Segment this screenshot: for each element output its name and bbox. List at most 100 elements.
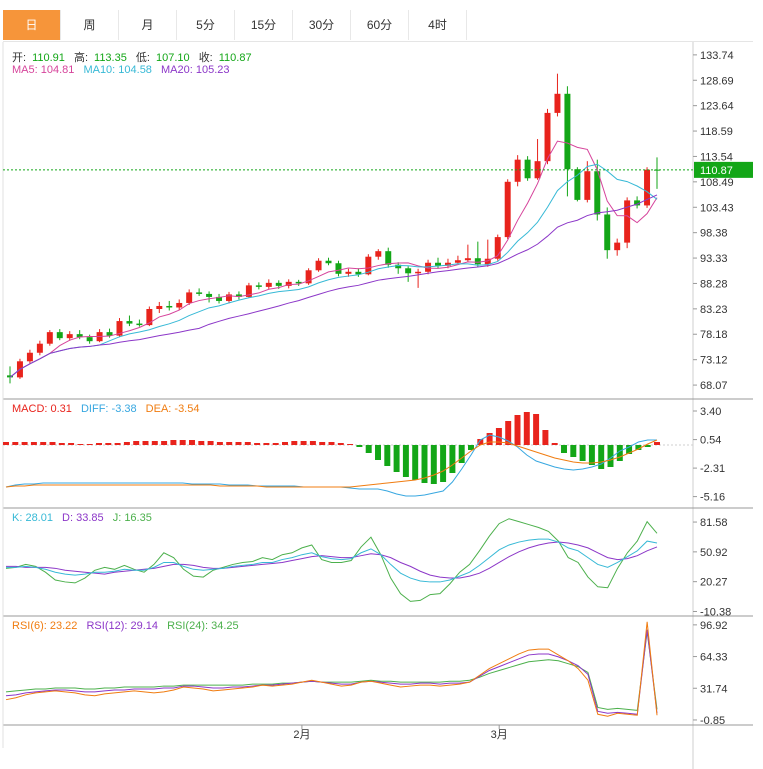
ma5-line [9,140,658,378]
rsi24-legend: RSI(24): 34.25 [167,620,239,632]
dea-legend: DEA: -3.54 [145,403,200,415]
macd-bar [421,445,428,483]
dea-line [5,439,658,488]
candle-body [216,296,223,301]
candle-body [604,214,611,251]
macd-bar [347,444,354,445]
price-axis-tick-label: 73.12 [700,355,728,367]
ma20-line [9,194,658,378]
macd-axis-tick-label: -2.31 [700,463,725,475]
x-axis-label: 2月 [293,729,310,741]
tab-2[interactable]: 月 [119,10,177,40]
k-legend: K: 28.01 [12,512,53,524]
candle-body [415,271,422,274]
candle-body [504,181,511,238]
candle-body [106,332,113,336]
kdj-axis-tick-label: 81.58 [700,517,728,529]
macd-bar [207,441,214,445]
macd-bar [477,439,484,445]
macd-bar [561,445,567,453]
macd-bar [49,442,56,445]
candle-body [116,321,123,336]
macd-bar [282,442,288,445]
macd-bar [542,430,549,445]
price-axis-tick-label: 128.69 [700,75,734,87]
tab-4[interactable]: 15分 [235,10,293,40]
kdj-axis-tick-label: -10.38 [700,606,731,618]
candle-body [255,285,262,287]
price-axis-tick-label: 68.07 [700,380,728,392]
tab-1[interactable]: 周 [61,10,119,40]
candle-body [444,262,451,266]
candle-body [454,260,461,263]
candle-body [305,270,312,284]
candle-body [26,352,33,362]
price-axis-tick-label: 103.43 [700,202,734,214]
macd-bar [440,445,447,482]
macd-bar [607,445,614,467]
candle-body [345,271,352,274]
macd-legend-value: MACD: 0.31 [12,403,72,415]
tab-7[interactable]: 4时 [409,10,467,40]
candle-body [385,251,392,265]
macd-bar [300,441,307,445]
last-price-tag-text: 110.87 [700,165,733,177]
candle-body [435,262,442,266]
rsi12-legend: RSI(12): 29.14 [86,620,159,632]
macd-bar [505,421,512,445]
macd-bar [151,441,158,445]
price-axis-tick-label: 133.74 [700,50,734,62]
macd-bar [551,443,558,445]
candle-body [474,258,481,265]
candle-body [206,293,213,297]
macd-bar [68,443,75,445]
ma20-legend: MA20: 105.23 [161,64,230,76]
macd-axis-tick-label: 3.40 [700,406,721,418]
x-axis-label: 3月 [491,729,508,741]
rsi-axis-tick-label: -0.85 [700,715,725,727]
macd-bar [570,445,577,457]
candle-body [136,323,143,326]
tab-0[interactable]: 日 [3,10,61,40]
low-value: 107.10 [155,52,190,64]
stock-chart[interactable]: 133.74 128.69 123.64 118.59 113.54 108.49 103.… [0,42,763,769]
candle-body [86,337,93,342]
rsi24-line [5,631,658,711]
price-axis-tick-label: 93.33 [700,253,728,265]
candle-body [265,282,272,287]
price-axis-tick-label: 83.23 [700,304,728,316]
d-line [6,541,658,579]
open-label: 开: [12,52,27,64]
macd-bar [105,443,112,445]
last-price-tag [694,161,753,178]
candle-body [634,200,641,206]
candle-body [574,169,581,200]
candle-body [186,292,193,303]
macd-bar [458,445,465,463]
candle-body [7,375,13,378]
candle-body [514,159,521,182]
rsi12-line [5,629,658,715]
close-value: 110.87 [218,52,252,64]
macd-bar [486,433,493,445]
macd-bar [179,440,186,445]
macd-bar [263,443,270,445]
candle-body [584,171,591,200]
macd-bar [30,442,37,445]
macd-bar [337,443,344,445]
candle-body [56,332,63,339]
k-line [6,538,658,583]
tab-5[interactable]: 30分 [293,10,351,40]
price-axis-tick-label: 113.54 [700,151,733,163]
macd-bar [319,442,326,445]
macd-axis-tick-label: 0.54 [700,435,721,447]
macd-bar [77,444,84,445]
price-axis-tick-label: 123.64 [700,101,734,113]
macd-bar [523,412,530,445]
macd-bar [328,442,335,445]
tab-3[interactable]: 5分 [177,10,235,40]
macd-bar [161,441,168,445]
macd-bar [402,445,409,477]
tab-6[interactable]: 60分 [351,10,409,40]
price-axis-tick-label: 98.38 [700,228,728,240]
